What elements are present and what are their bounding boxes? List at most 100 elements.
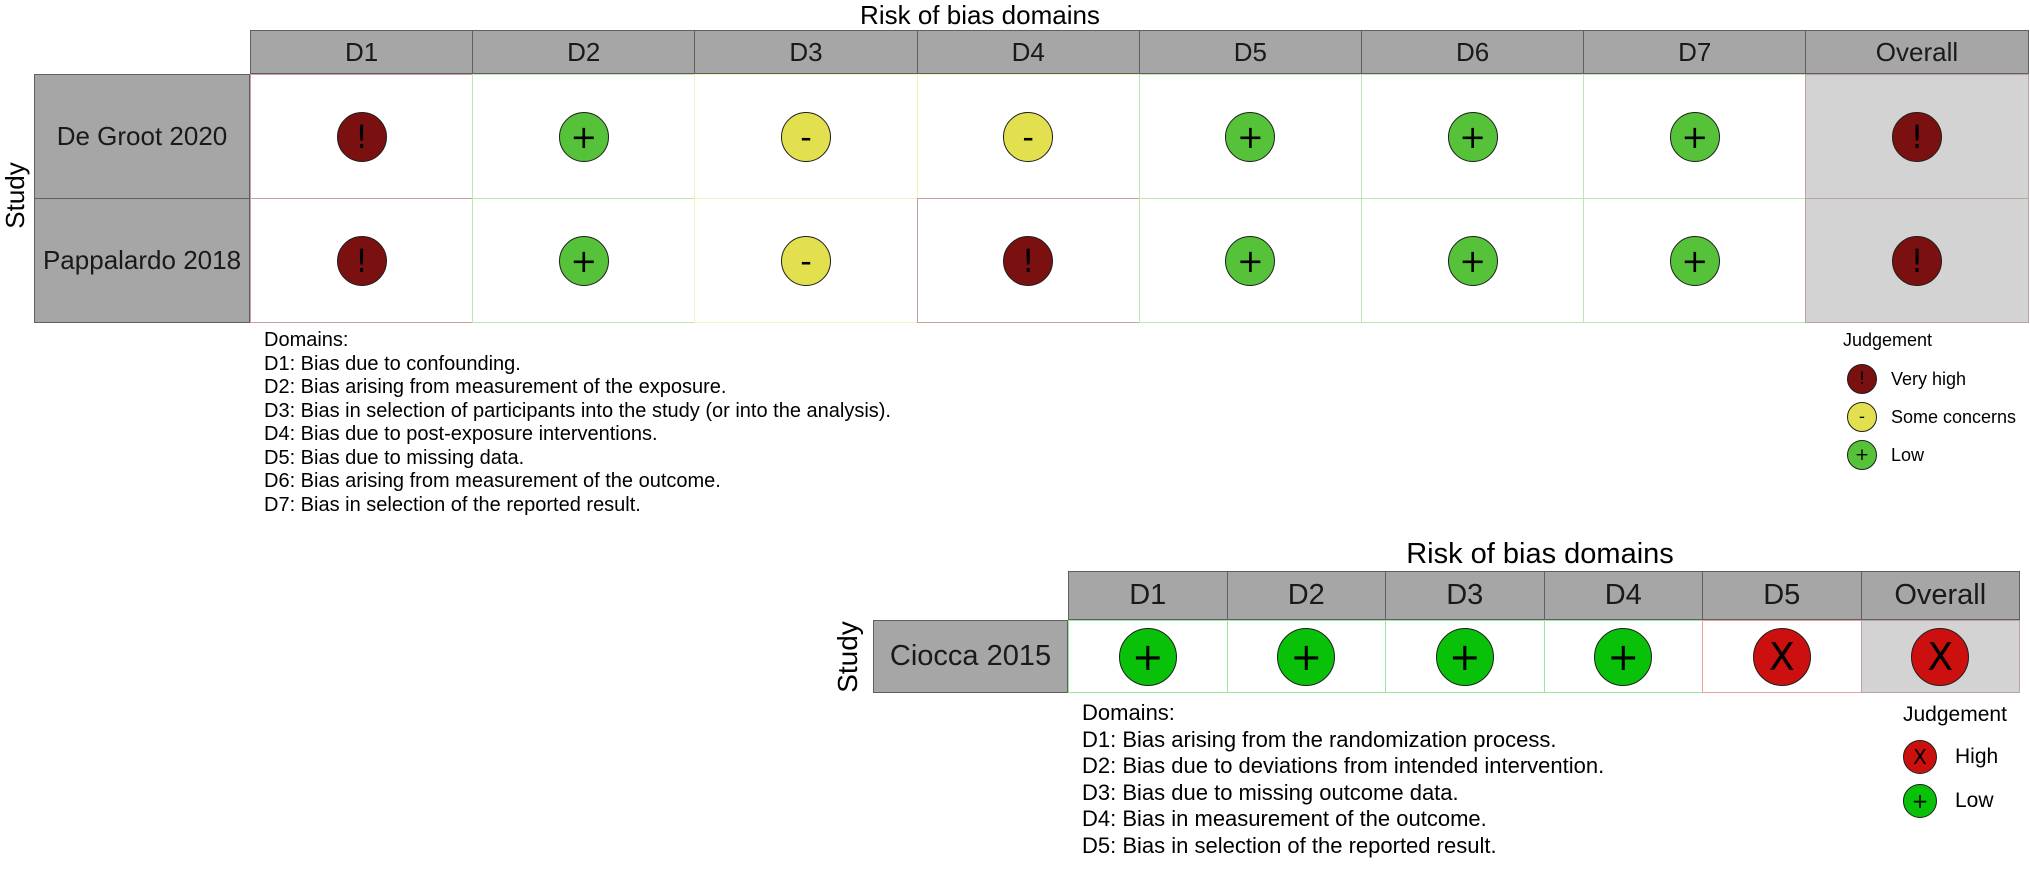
judgement-low-icon: + <box>1447 235 1498 286</box>
judgement-high-icon: X <box>1752 627 1811 686</box>
column-header-d2: D2 <box>1226 571 1386 620</box>
legend-label: Low <box>1891 444 1925 465</box>
fig1-domains: Domains: D1: Bias due to confounding. D2… <box>264 329 891 517</box>
fig2-legend: Judgement X High + Low <box>1903 703 2007 823</box>
judgement-cell: ! <box>1805 74 2029 199</box>
judgement-cell: ! <box>250 74 474 199</box>
judgement-very-high-icon: ! <box>1891 111 1942 162</box>
judgement-some-concerns-icon: - <box>780 111 831 162</box>
judgement-low-icon: + <box>1669 111 1720 162</box>
judgement-low-icon: + <box>1118 627 1177 686</box>
judgement-cell: ! <box>250 198 474 323</box>
legend-label: High <box>1955 745 1999 768</box>
column-header-d5: D5 <box>1138 30 1362 74</box>
judgement-cell: + <box>1138 74 1362 199</box>
judgement-cell: + <box>472 198 696 323</box>
study-label: De Groot 2020 <box>34 74 250 199</box>
column-header-overall: Overall <box>1805 30 2029 74</box>
fig1-title: Risk of bias domains <box>860 0 1100 30</box>
fig1-legend: Judgement ! Very high - Some concerns + Low <box>1843 330 2016 474</box>
column-header-d1: D1 <box>250 30 474 74</box>
legend-label: Low <box>1955 789 1994 812</box>
judgement-high-icon: X <box>1903 740 1937 774</box>
judgement-very-high-icon: ! <box>1003 235 1054 286</box>
judgement-very-high-icon: ! <box>1847 364 1877 394</box>
column-header-d3: D3 <box>1385 571 1545 620</box>
judgement-very-high-icon: ! <box>336 235 387 286</box>
judgement-low-icon: + <box>558 235 609 286</box>
fig2-study-axis-label: Study <box>832 621 864 693</box>
judgement-cell: X <box>1702 620 1862 693</box>
domains-title: Domains: <box>264 329 349 351</box>
domain-d6: D6: Bias arising from measurement of the… <box>264 470 721 492</box>
judgement-cell: + <box>1583 74 1807 199</box>
judgement-cell: + <box>1226 620 1386 693</box>
fig2-title: Risk of bias domains <box>1406 538 1674 570</box>
legend-item-high: X High <box>1903 735 2007 779</box>
legend-label: Very high <box>1891 368 1967 389</box>
judgement-low-icon: + <box>1847 440 1877 470</box>
judgement-cell: - <box>694 74 918 199</box>
judgement-low-icon: + <box>1903 784 1937 818</box>
judgement-very-high-icon: ! <box>336 111 387 162</box>
judgement-cell: + <box>1385 620 1545 693</box>
domain-d1: D1: Bias due to confounding. <box>264 352 521 375</box>
domain-d7: D7: Bias in selection of the reported re… <box>264 493 641 516</box>
judgement-cell: + <box>1361 74 1585 199</box>
judgement-cell: + <box>1543 620 1703 693</box>
judgement-cell: ! <box>916 198 1140 323</box>
column-header-d6: D6 <box>1361 30 1585 74</box>
judgement-cell: + <box>1583 198 1807 323</box>
column-header-overall: Overall <box>1860 571 2020 620</box>
judgement-low-icon: + <box>1435 627 1494 686</box>
judgement-low-icon: + <box>1669 235 1720 286</box>
legend-item-low: + Low <box>1847 436 2016 474</box>
judgement-very-high-icon: ! <box>1891 235 1942 286</box>
judgement-some-concerns-icon: - <box>1847 402 1877 432</box>
study-label: Pappalardo 2018 <box>34 198 250 323</box>
domain-d5: D5: Bias in selection of the reported re… <box>1082 832 1497 858</box>
judgement-cell: + <box>472 74 696 199</box>
domain-d3: D3: Bias in selection of participants in… <box>264 399 891 422</box>
legend-title: Judgement <box>1843 330 1933 350</box>
column-header-d5: D5 <box>1702 571 1862 620</box>
domain-d4: D4: Bias in measurement of the outcome. <box>1082 806 1487 831</box>
judgement-cell: + <box>1138 198 1362 323</box>
fig1-study-axis-label: Study <box>0 161 30 229</box>
judgement-some-concerns-icon: - <box>780 235 831 286</box>
domain-d3: D3: Bias due to missing outcome data. <box>1082 779 1459 805</box>
column-header-d3: D3 <box>694 30 918 74</box>
legend-item-low: + Low <box>1903 779 2007 823</box>
column-header-d2: D2 <box>472 30 696 74</box>
column-header-d4: D4 <box>1543 571 1703 620</box>
domain-d4: D4: Bias due to post-exposure interventi… <box>264 423 658 445</box>
judgement-cell: - <box>916 74 1140 199</box>
judgement-low-icon: + <box>558 111 609 162</box>
study-label: Ciocca 2015 <box>873 620 1068 693</box>
legend-item-some-concerns: - Some concerns <box>1847 398 2016 436</box>
legend-item-very-high: ! Very high <box>1847 360 2016 398</box>
domains-title: Domains: <box>1082 700 1175 725</box>
judgement-low-icon: + <box>1594 627 1653 686</box>
judgement-low-icon: + <box>1447 111 1498 162</box>
judgement-low-icon: + <box>1225 235 1276 286</box>
judgement-cell: - <box>694 198 918 323</box>
judgement-cell: + <box>1068 620 1228 693</box>
column-header-d7: D7 <box>1583 30 1807 74</box>
domain-d5: D5: Bias due to missing data. <box>264 446 525 469</box>
judgement-cell: + <box>1361 198 1585 323</box>
judgement-cell: X <box>1860 620 2020 693</box>
judgement-some-concerns-icon: - <box>1003 111 1054 162</box>
legend-label: Some concerns <box>1891 406 2017 427</box>
column-header-d1: D1 <box>1068 571 1228 620</box>
domain-d2: D2: Bias arising from measurement of the… <box>264 376 727 398</box>
domain-d2: D2: Bias due to deviations from intended… <box>1082 753 1605 778</box>
legend-title: Judgement <box>1903 703 2007 726</box>
column-header-d4: D4 <box>916 30 1140 74</box>
fig2-domains: Domains: D1: Bias arising from the rando… <box>1082 700 1604 859</box>
judgement-low-icon: + <box>1225 111 1276 162</box>
judgement-cell: ! <box>1805 198 2029 323</box>
domain-d1: D1: Bias arising from the randomization … <box>1082 726 1557 752</box>
judgement-low-icon: + <box>1277 627 1336 686</box>
judgement-high-icon: X <box>1911 627 1970 686</box>
